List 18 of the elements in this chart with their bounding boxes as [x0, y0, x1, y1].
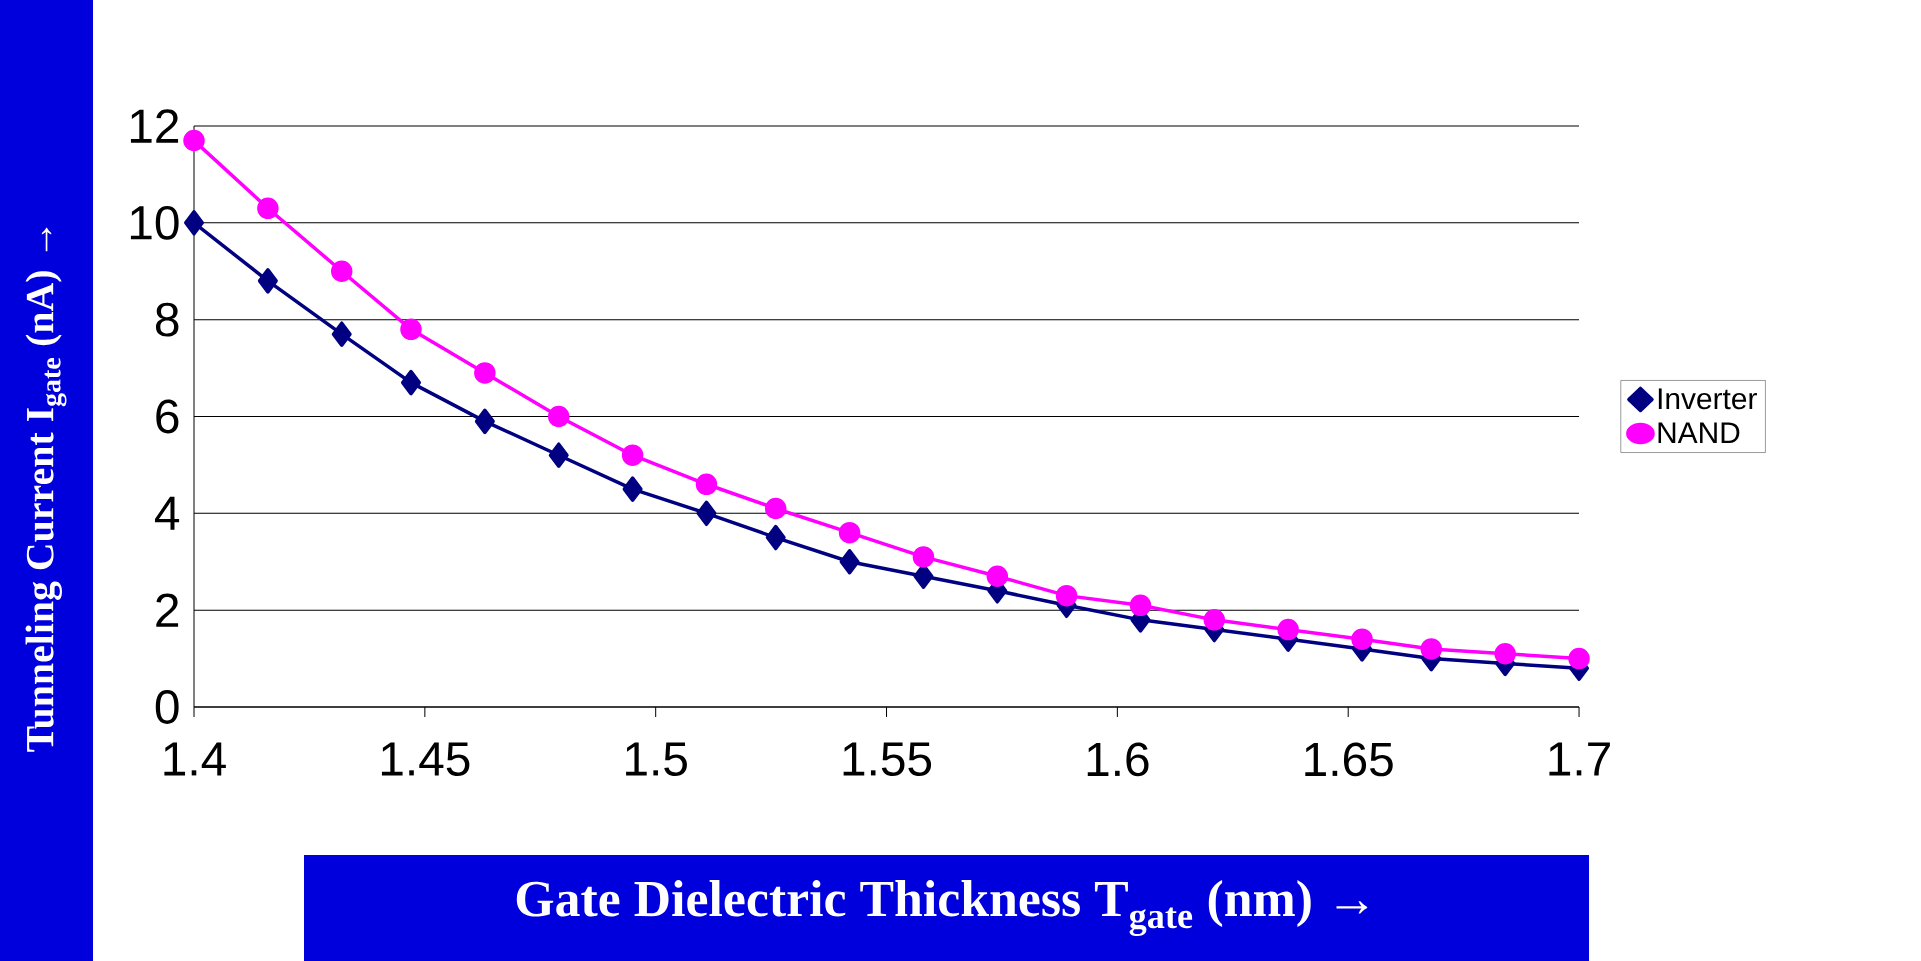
y-tick-label: 10	[130, 205, 179, 240]
y-tick-label: 12	[130, 109, 179, 143]
legend-label: NAND	[1658, 422, 1740, 444]
x-tick-label: 1.65	[1305, 742, 1393, 777]
x-tick-label: 1.6	[1087, 742, 1149, 777]
y-tick-label: 0	[155, 690, 179, 724]
y-tick-label: 8	[155, 302, 179, 337]
x-tick-label: 1.4	[164, 742, 226, 776]
x-tick-label: 1.55	[843, 742, 932, 776]
y-tick-label: 4	[154, 496, 180, 530]
y-tick-label: 6	[156, 399, 179, 434]
y-tick-label: 2	[156, 593, 179, 627]
x-tick-label: 1.45	[381, 742, 470, 776]
x-tick-label: 1.7	[1549, 742, 1610, 776]
x-axis-title: Gate Dielectric Thickness T$_{gate}$ (nm) →	[516, 880, 1368, 936]
y-axis-title: Tunneling Current I$_{gate}$ (nA) →	[25, 227, 67, 752]
legend-label: Inverter	[1658, 388, 1757, 410]
x-tick-label: 1.5	[626, 742, 687, 776]
